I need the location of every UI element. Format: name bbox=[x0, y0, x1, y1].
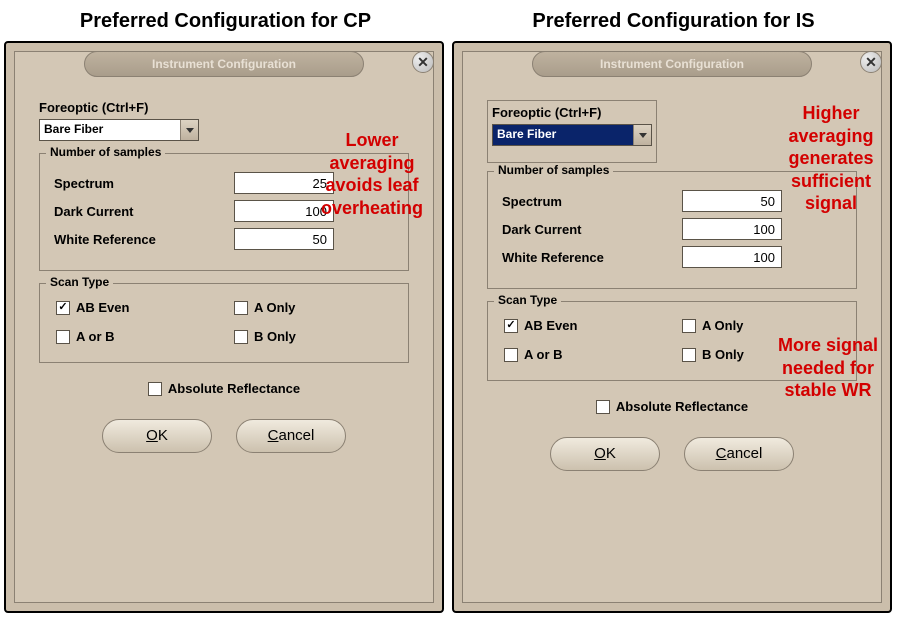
checkbox-icon bbox=[504, 319, 518, 333]
chevron-down-icon[interactable] bbox=[633, 125, 651, 145]
checkbox-icon bbox=[596, 400, 610, 414]
white-label: White Reference bbox=[54, 232, 156, 247]
a-or-b-check[interactable]: A or B bbox=[504, 347, 662, 362]
foreoptic-select[interactable]: Bare Fiber bbox=[39, 119, 199, 141]
cp-annotation: Lower averaging avoids leaf overheating bbox=[292, 129, 452, 219]
cp-column: Preferred Configuration for CP Instrumen… bbox=[4, 4, 447, 613]
chevron-down-icon[interactable] bbox=[180, 120, 198, 140]
scan-legend: Scan Type bbox=[494, 293, 561, 307]
dialog-title: Instrument Configuration bbox=[84, 51, 364, 77]
is-annotation-2: More signal needed for stable WR bbox=[758, 334, 898, 402]
checkbox-icon bbox=[148, 382, 162, 396]
dark-input[interactable] bbox=[682, 218, 782, 240]
a-or-b-check[interactable]: A or B bbox=[56, 329, 214, 344]
is-column: Preferred Configuration for IS Instrumen… bbox=[452, 4, 895, 613]
foreoptic-label: Foreoptic (Ctrl+F) bbox=[492, 105, 652, 120]
spectrum-label: Spectrum bbox=[502, 194, 562, 209]
foreoptic-select[interactable]: Bare Fiber bbox=[492, 124, 652, 146]
spectrum-label: Spectrum bbox=[54, 176, 114, 191]
close-icon[interactable]: ✕ bbox=[412, 51, 434, 73]
is-heading: Preferred Configuration for IS bbox=[452, 4, 895, 41]
checkbox-icon bbox=[234, 301, 248, 315]
a-only-check[interactable]: A Only bbox=[682, 318, 840, 333]
foreoptic-label: Foreoptic (Ctrl+F) bbox=[39, 100, 409, 115]
cancel-button[interactable]: Cancel bbox=[236, 419, 346, 453]
scan-legend: Scan Type bbox=[46, 275, 113, 289]
absolute-check[interactable]: Absolute Reflectance bbox=[596, 399, 748, 414]
checkbox-icon bbox=[56, 330, 70, 344]
dialog-title: Instrument Configuration bbox=[532, 51, 812, 77]
close-icon[interactable]: ✕ bbox=[860, 51, 882, 73]
cp-dialog: Instrument Configuration ✕ Foreoptic (Ct… bbox=[4, 41, 444, 613]
checkbox-icon bbox=[234, 330, 248, 344]
absolute-check[interactable]: Absolute Reflectance bbox=[148, 381, 300, 396]
is-annotation-1: Higher averaging generates sufficient si… bbox=[766, 102, 896, 215]
ok-button[interactable]: OK bbox=[550, 437, 660, 471]
dark-label: Dark Current bbox=[502, 222, 581, 237]
scan-fieldset: Scan Type AB Even A Only A or B B Only bbox=[39, 283, 409, 363]
dark-label: Dark Current bbox=[54, 204, 133, 219]
samples-legend: Number of samples bbox=[46, 145, 165, 159]
checkbox-icon bbox=[682, 348, 696, 362]
white-label: White Reference bbox=[502, 250, 604, 265]
ab-even-check[interactable]: AB Even bbox=[56, 300, 214, 315]
foreoptic-focus: Foreoptic (Ctrl+F) Bare Fiber bbox=[487, 100, 657, 163]
ab-even-check[interactable]: AB Even bbox=[504, 318, 662, 333]
b-only-check[interactable]: B Only bbox=[234, 329, 392, 344]
checkbox-icon bbox=[682, 319, 696, 333]
samples-legend: Number of samples bbox=[494, 163, 613, 177]
checkbox-icon bbox=[504, 348, 518, 362]
cp-heading: Preferred Configuration for CP bbox=[4, 4, 447, 41]
foreoptic-value: Bare Fiber bbox=[493, 125, 633, 145]
checkbox-icon bbox=[56, 301, 70, 315]
a-only-check[interactable]: A Only bbox=[234, 300, 392, 315]
ok-button[interactable]: OK bbox=[102, 419, 212, 453]
cancel-button[interactable]: Cancel bbox=[684, 437, 794, 471]
foreoptic-value: Bare Fiber bbox=[40, 120, 180, 140]
white-input[interactable] bbox=[682, 246, 782, 268]
white-input[interactable] bbox=[234, 228, 334, 250]
